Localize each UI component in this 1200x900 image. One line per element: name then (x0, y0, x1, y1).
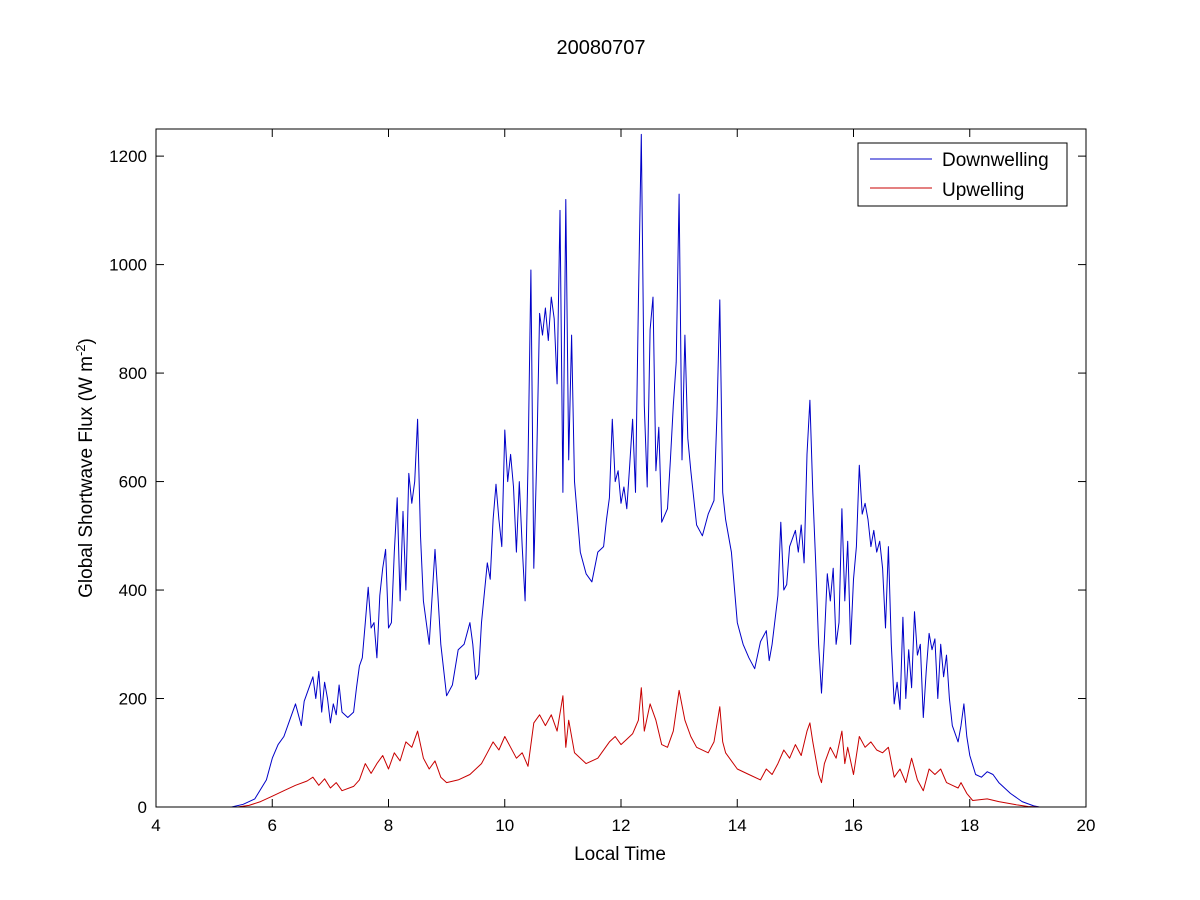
x-axis-title: Local Time (574, 844, 666, 865)
x-tick-label: 8 (384, 816, 393, 835)
y-axis-title: Global Shortwave Flux (W m-2) (73, 338, 98, 598)
legend-box (857, 142, 1068, 207)
plot-background (156, 129, 1086, 807)
chart-title: 20080707 (557, 37, 646, 59)
y-tick-label: 600 (119, 473, 147, 492)
legend-label-upwelling: Upwelling (942, 180, 1024, 201)
y-tick-label: 1000 (109, 256, 147, 275)
x-tick-label: 20 (1077, 816, 1096, 835)
x-tick-label: 12 (612, 816, 631, 835)
y-axis-title-main: Global Shortwave Flux (W m (76, 356, 97, 598)
series-layer (156, 133, 1040, 808)
legend-label-downwelling: Downwelling (942, 150, 1049, 171)
y-tick-label: 400 (119, 581, 147, 600)
y-tick-label: 800 (119, 364, 147, 383)
x-tick-label: 6 (268, 816, 277, 835)
x-tick-label: 14 (728, 816, 747, 835)
plot-frame (155, 128, 1087, 808)
x-tick-label: 18 (960, 816, 979, 835)
y-axis-title-close: ) (76, 338, 97, 344)
y-axis-title-sup: -2 (73, 344, 88, 356)
y-tick-label: 200 (119, 690, 147, 709)
y-tick-label: 1200 (109, 147, 147, 166)
x-tick-label: 16 (844, 816, 863, 835)
series-line-upwelling (156, 687, 1040, 808)
y-tick-label: 0 (138, 798, 147, 817)
x-tick-label: 10 (495, 816, 514, 835)
series-line-downwelling (156, 133, 1040, 808)
legend: Downwelling Upwelling (857, 142, 1068, 207)
x-tick-label: 4 (151, 816, 160, 835)
